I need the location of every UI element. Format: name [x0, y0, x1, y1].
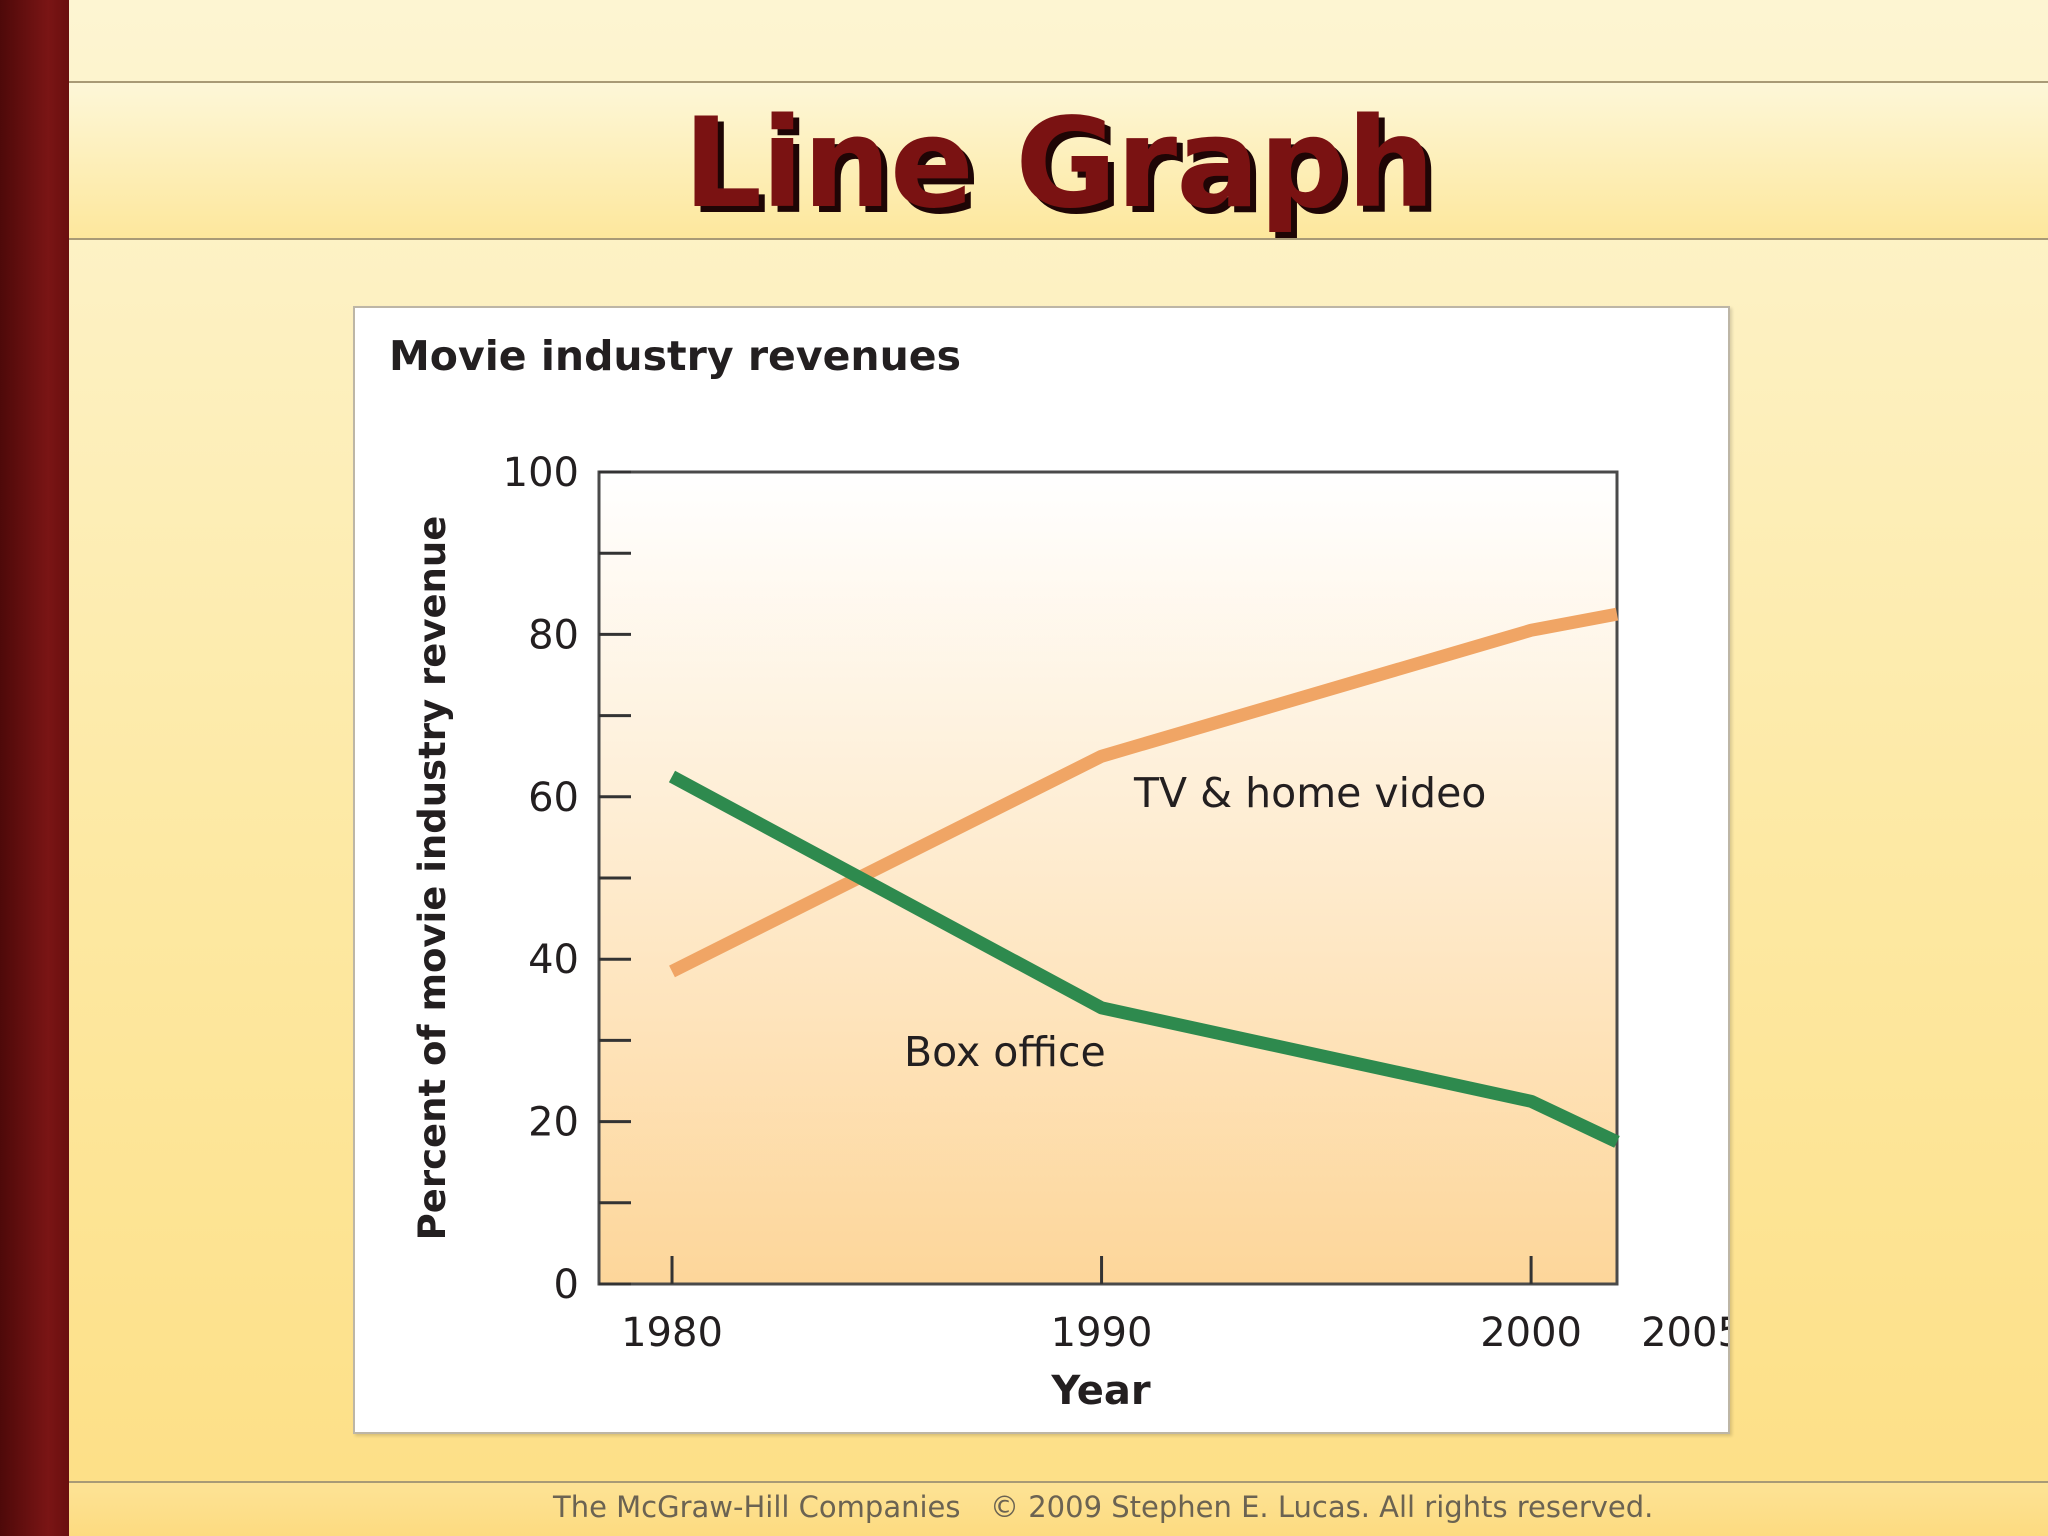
- chart-title: Movie industry revenues: [389, 332, 961, 380]
- y-tick-label: 20: [528, 1100, 579, 1146]
- footer-divider: [69, 1481, 2048, 1483]
- x-tick-label: 1980: [621, 1310, 723, 1356]
- y-tick-label: 40: [528, 937, 579, 983]
- y-tick-label: 0: [554, 1262, 579, 1308]
- x-axis-label: Year: [1050, 1368, 1150, 1414]
- title-band: [69, 83, 2048, 239]
- title-divider: [69, 238, 2048, 240]
- footer-band: [69, 1482, 2048, 1536]
- series-line-box-office: [668, 770, 1620, 1148]
- footer-company: The McGraw-Hill Companies: [553, 1490, 961, 1524]
- y-axis-label: Percent of movie industry revenue: [411, 516, 454, 1241]
- top-divider: [69, 81, 2048, 83]
- x-tick-label: 1990: [1051, 1310, 1153, 1356]
- left-accent-bar: [0, 0, 69, 1536]
- line-chart: Movie industry revenues Percent of movie…: [389, 332, 1728, 1414]
- y-tick-label: 100: [503, 450, 579, 496]
- y-tick-label: 60: [528, 775, 579, 821]
- series-label-tv: TV & home video: [1133, 769, 1486, 817]
- footer-copyright: © 2009 Stephen E. Lucas. All rights rese…: [990, 1490, 1654, 1524]
- y-tick-label: 80: [528, 612, 579, 658]
- series-line-tv-home-video: [669, 607, 1619, 978]
- x-tick-label: 2005: [1641, 1310, 1728, 1356]
- series-label-box-office: Box office: [904, 1028, 1106, 1076]
- plot-area: [597, 470, 1619, 1286]
- chart-panel: Movie industry revenues Percent of movie…: [353, 306, 1730, 1434]
- x-tick-label: 2000: [1480, 1310, 1582, 1356]
- slide-title: Line Graph: [683, 92, 1435, 236]
